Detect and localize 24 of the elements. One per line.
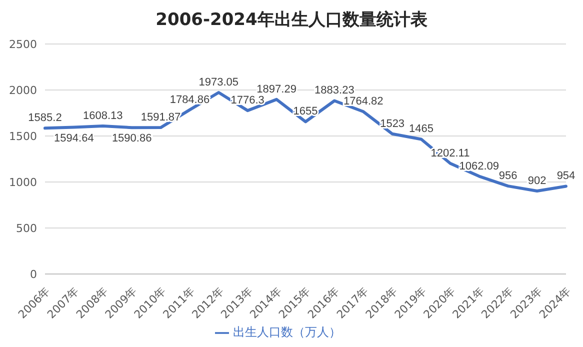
y-tick-label: 2000	[9, 84, 37, 97]
chart-title: 2006-2024年出生人口数量统计表	[154, 9, 428, 31]
legend-label: 出生人口数（万人）	[233, 325, 341, 339]
y-tick-label: 0	[30, 268, 37, 281]
data-label: 954	[556, 170, 576, 182]
data-label: 1594.64	[54, 132, 94, 144]
y-tick-label: 1000	[9, 176, 37, 189]
data-label: 1776.3	[230, 94, 264, 107]
y-tick-label: 2500	[9, 38, 37, 51]
y-tick-label: 500	[16, 222, 37, 235]
data-label: 1062.09	[459, 160, 500, 172]
data-label: 1764.82	[344, 96, 384, 108]
data-label: 1608.13	[83, 110, 123, 122]
data-label: 902	[528, 175, 546, 188]
data-label: 1655	[293, 106, 318, 118]
data-label: 1973.05	[198, 76, 239, 88]
data-label: 1523	[380, 118, 405, 130]
data-label: 1585.2	[28, 112, 62, 124]
data-label: 1590.86	[112, 132, 152, 145]
data-label: 1465	[409, 123, 434, 136]
data-label: 1897.29	[256, 83, 296, 96]
data-label: 956	[498, 170, 518, 182]
y-tick-label: 1500	[9, 130, 37, 143]
data-label: 1883.23	[314, 84, 354, 97]
